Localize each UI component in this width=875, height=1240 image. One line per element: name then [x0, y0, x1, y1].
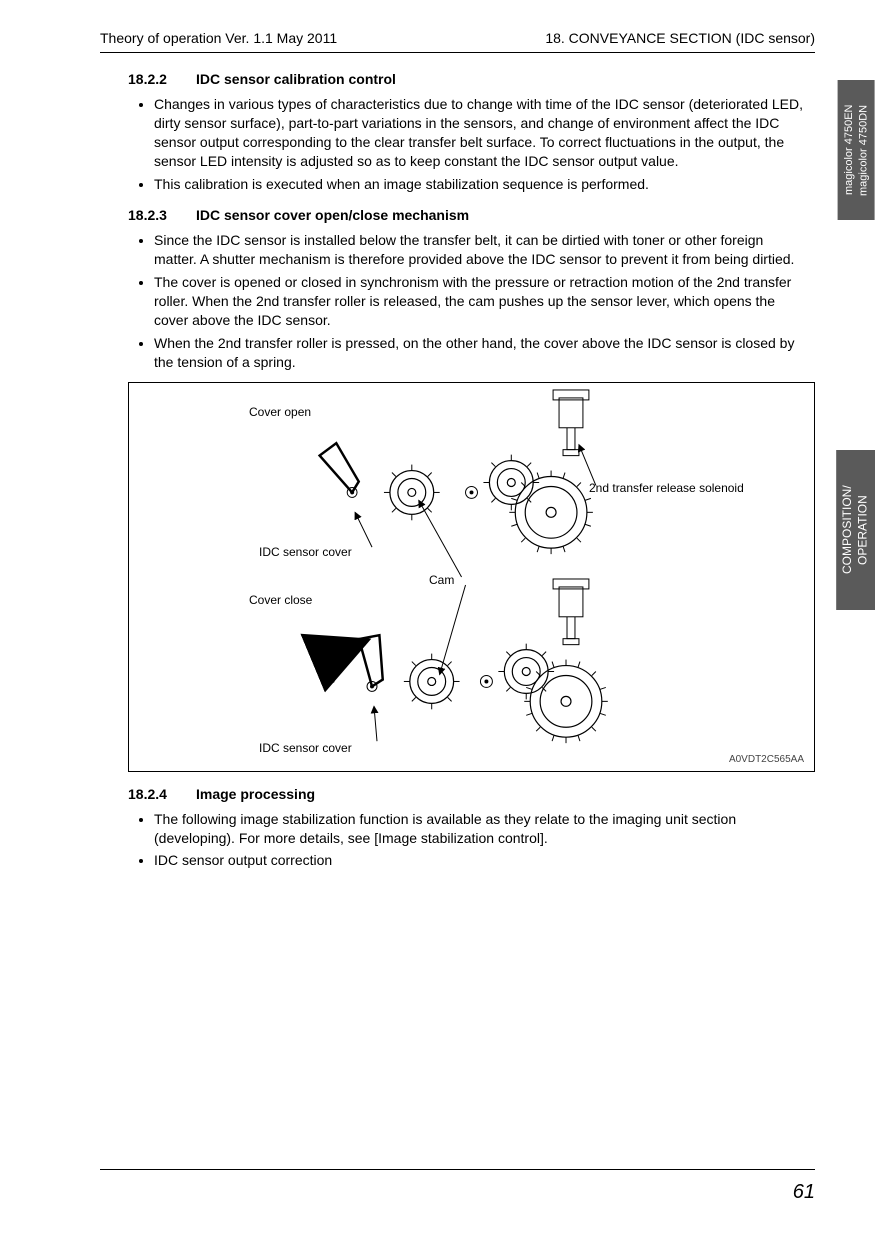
bullets-18-2-2: Changes in various types of characterist…: [154, 95, 815, 193]
bullet: The cover is opened or closed in synchro…: [154, 273, 815, 330]
bullet: When the 2nd transfer roller is pressed,…: [154, 334, 815, 372]
bullet: This calibration is executed when an ima…: [154, 175, 815, 194]
heading-num: 18.2.4: [128, 786, 196, 802]
heading-title: IDC sensor cover open/close mechanism: [196, 207, 469, 223]
label-idc-cover-2: IDC sensor cover: [259, 741, 352, 755]
bullets-18-2-4: The following image stabilization functi…: [154, 810, 815, 871]
figure-code: A0VDT2C565AA: [729, 754, 804, 765]
heading-18-2-2: 18.2.2 IDC sensor calibration control: [128, 71, 815, 87]
figure-idc-cover-mechanism: Cover open Cover close IDC sensor cover …: [128, 382, 815, 772]
footer-rule: [100, 1169, 815, 1170]
page-number: 61: [793, 1181, 815, 1204]
bullet: The following image stabilization functi…: [154, 810, 815, 848]
label-cam: Cam: [429, 573, 454, 587]
bullets-18-2-3: Since the IDC sensor is installed below …: [154, 231, 815, 371]
label-cover-close: Cover close: [249, 593, 312, 607]
header-right: 18. CONVEYANCE SECTION (IDC sensor): [545, 30, 815, 46]
page-header: Theory of operation Ver. 1.1 May 2011 18…: [100, 30, 815, 53]
page-content: Theory of operation Ver. 1.1 May 2011 18…: [0, 0, 875, 1240]
mechanism-diagram: [129, 383, 814, 771]
bullet: IDC sensor output correction: [154, 851, 815, 870]
heading-18-2-4: 18.2.4 Image processing: [128, 786, 815, 802]
heading-num: 18.2.3: [128, 207, 196, 223]
heading-18-2-3: 18.2.3 IDC sensor cover open/close mecha…: [128, 207, 815, 223]
bullet: Since the IDC sensor is installed below …: [154, 231, 815, 269]
heading-title: Image processing: [196, 786, 315, 802]
heading-title: IDC sensor calibration control: [196, 71, 396, 87]
label-idc-cover-1: IDC sensor cover: [259, 545, 352, 559]
label-solenoid: 2nd transfer release solenoid: [589, 481, 744, 495]
label-cover-open: Cover open: [249, 405, 311, 419]
bullet: Changes in various types of characterist…: [154, 95, 815, 171]
header-left: Theory of operation Ver. 1.1 May 2011: [100, 30, 337, 46]
heading-num: 18.2.2: [128, 71, 196, 87]
